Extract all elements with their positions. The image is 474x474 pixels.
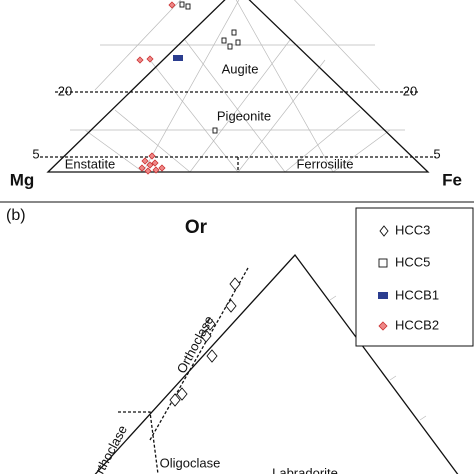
panel-b: (b) Or Orthoclase rthoclase Oligoclase L…: [6, 207, 474, 474]
triangle: [46, 0, 430, 173]
field: rthoclase: [92, 423, 130, 474]
triangle: [94, 253, 459, 474]
field: Augite: [222, 61, 259, 76]
boundaries: [118, 267, 249, 474]
corner: Fe: [442, 170, 462, 189]
points: [169, 277, 241, 407]
legend-label: HCCB2: [395, 317, 439, 332]
legend-label: HCC3: [395, 222, 430, 237]
legend-label: HCCB1: [395, 287, 439, 302]
field: Orthoclase: [174, 313, 217, 376]
corner: Mg: [10, 170, 35, 189]
field: Enstatite: [65, 156, 116, 171]
field: Ferrosilite: [296, 156, 353, 171]
legend-label: HCC5: [395, 254, 430, 269]
panel-label: (b): [6, 207, 26, 224]
apex: Or: [185, 217, 208, 238]
field: Labradorite: [272, 465, 338, 474]
tick: 5: [32, 146, 39, 161]
legend: HCC3 HCC5 HCCB1 HCCB2: [355, 207, 474, 347]
tick: 20: [58, 83, 72, 98]
grid: [70, 0, 405, 173]
boundaries: [40, 91, 436, 172]
points: [136, 1, 241, 175]
field: Oligoclase: [160, 455, 221, 470]
tick: 20: [403, 83, 417, 98]
tick: 5: [433, 146, 440, 161]
field: Pigeonite: [217, 108, 271, 123]
panel-a: 20 20 5 5 Mg Fe Augite Pigeonite Enstati…: [10, 0, 462, 189]
